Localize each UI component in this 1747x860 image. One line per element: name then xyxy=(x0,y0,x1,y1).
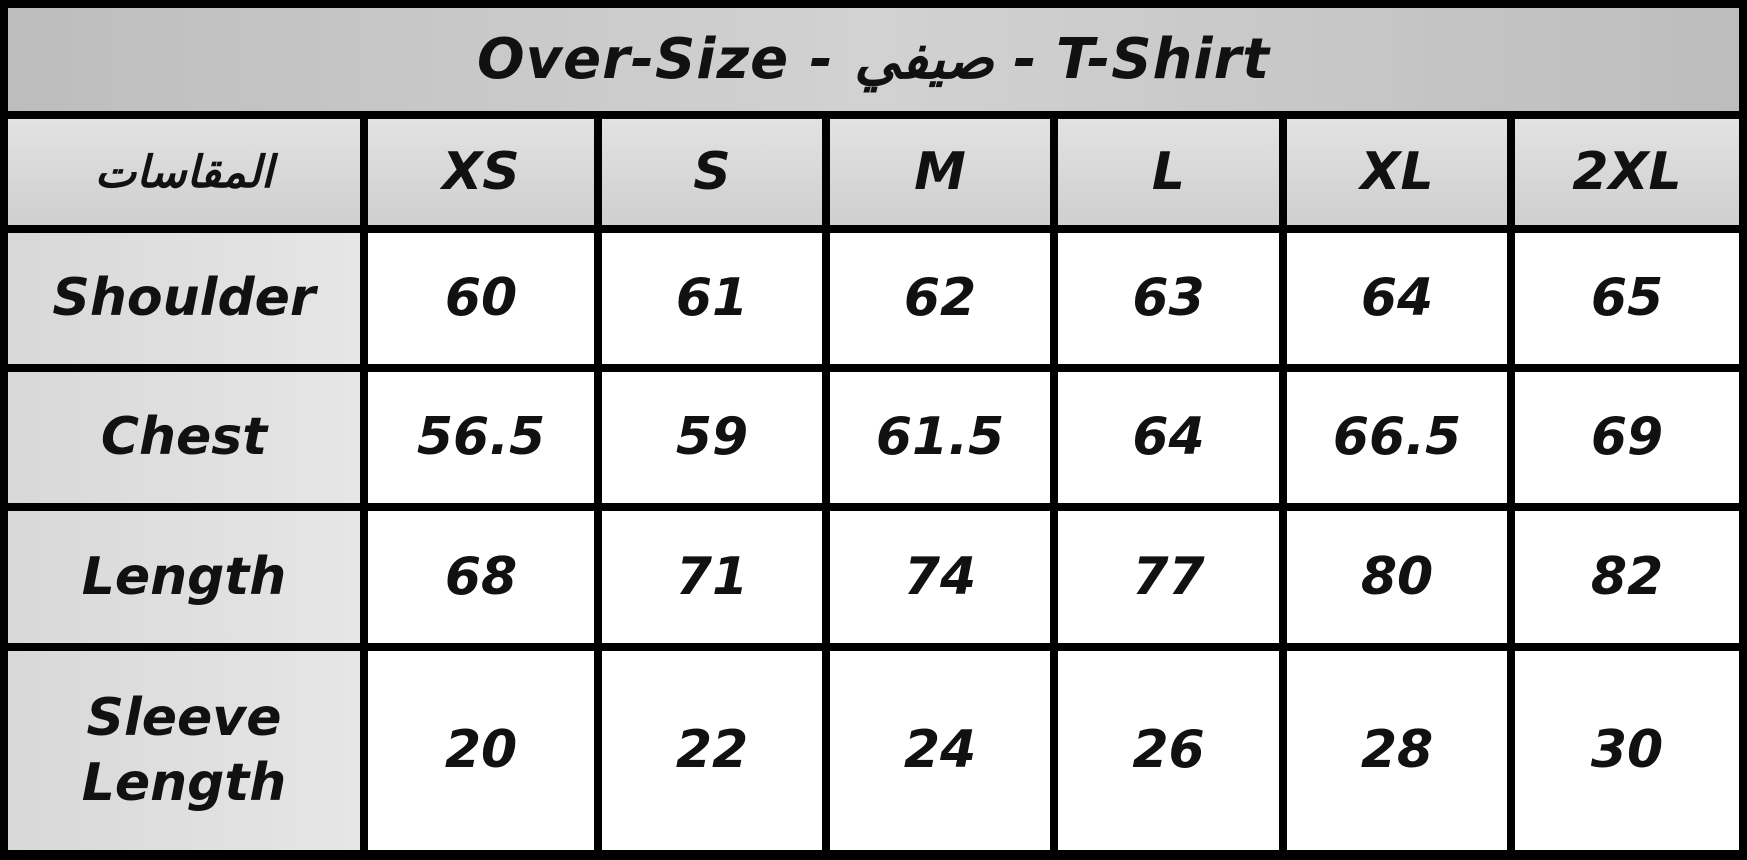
row-label: Length xyxy=(8,511,360,643)
table-cell: 65 xyxy=(1515,233,1739,364)
header-size-m: M xyxy=(830,119,1050,225)
row-label: Shoulder xyxy=(8,233,360,364)
table-cell: 71 xyxy=(602,511,822,643)
table-cell: 22 xyxy=(602,651,822,850)
row-label: Chest xyxy=(8,372,360,503)
table-cell: 60 xyxy=(368,233,594,364)
table-cell: 59 xyxy=(602,372,822,503)
table-cell: 69 xyxy=(1515,372,1739,503)
header-size-xl: XL xyxy=(1287,119,1507,225)
table-cell: 61.5 xyxy=(830,372,1050,503)
size-grid: المقاسات XS S M L XL 2XL Shoulder 60 61 62 63 64 65 C… xyxy=(8,119,1739,854)
table-cell: 74 xyxy=(830,511,1050,643)
table-cell: 24 xyxy=(830,651,1050,850)
header-corner: المقاسات xyxy=(8,119,360,225)
table-cell: 68 xyxy=(368,511,594,643)
row-label: Sleeve Length xyxy=(8,651,360,850)
chart-title: Over-Size - صيفي - T-Shirt xyxy=(8,8,1739,111)
table-cell: 64 xyxy=(1287,233,1507,364)
table-cell: 28 xyxy=(1287,651,1507,850)
header-size-s: S xyxy=(602,119,822,225)
table-cell: 82 xyxy=(1515,511,1739,643)
table-cell: 26 xyxy=(1058,651,1279,850)
header-size-2xl: 2XL xyxy=(1515,119,1739,225)
header-size-xs: XS xyxy=(368,119,594,225)
table-cell: 30 xyxy=(1515,651,1739,850)
table-cell: 77 xyxy=(1058,511,1279,643)
table-cell: 20 xyxy=(368,651,594,850)
table-cell: 61 xyxy=(602,233,822,364)
table-cell: 56.5 xyxy=(368,372,594,503)
table-cell: 64 xyxy=(1058,372,1279,503)
table-cell: 62 xyxy=(830,233,1050,364)
table-cell: 80 xyxy=(1287,511,1507,643)
table-cell: 63 xyxy=(1058,233,1279,364)
header-size-l: L xyxy=(1058,119,1279,225)
table-cell: 66.5 xyxy=(1287,372,1507,503)
